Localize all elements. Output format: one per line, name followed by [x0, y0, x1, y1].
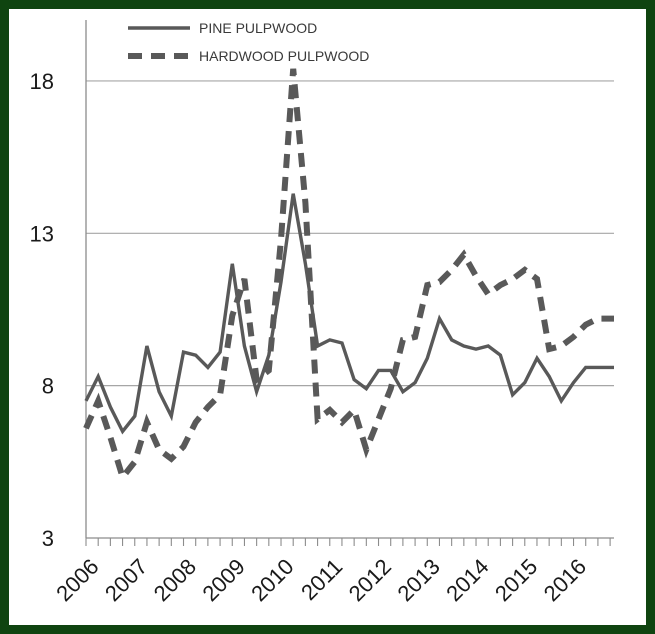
x-tick-label: 2013: [393, 554, 445, 606]
x-tick-label: 2014: [441, 554, 493, 606]
y-tick-label: 18: [30, 69, 54, 94]
x-tick-label: 2012: [344, 554, 396, 606]
series-lines: [83, 68, 614, 484]
gridlines: [86, 80, 614, 387]
pine-pulpwood-line: [84, 193, 614, 435]
x-tick-label: 2009: [198, 554, 250, 606]
x-tick-label: 2016: [539, 554, 591, 606]
x-tick-label: 2015: [490, 554, 542, 606]
y-tick-label: 3: [42, 526, 54, 551]
x-tick-label: 2010: [246, 554, 298, 606]
hardwood-pulpwood-line: [83, 68, 614, 484]
x-tick-label: 2008: [149, 554, 201, 606]
x-tick-label: 2007: [100, 554, 152, 606]
legend-label: PINE PULPWOOD: [199, 20, 317, 36]
legend: PINE PULPWOOD HARDWOOD PULPWOOD: [128, 20, 369, 64]
x-tick-label: 2006: [51, 554, 103, 606]
y-tick-label: 13: [30, 221, 54, 246]
legend-label: HARDWOOD PULPWOOD: [199, 48, 369, 64]
axes: [85, 20, 614, 546]
y-tick-label: 8: [42, 374, 54, 399]
x-tick-label: 2011: [296, 554, 347, 605]
